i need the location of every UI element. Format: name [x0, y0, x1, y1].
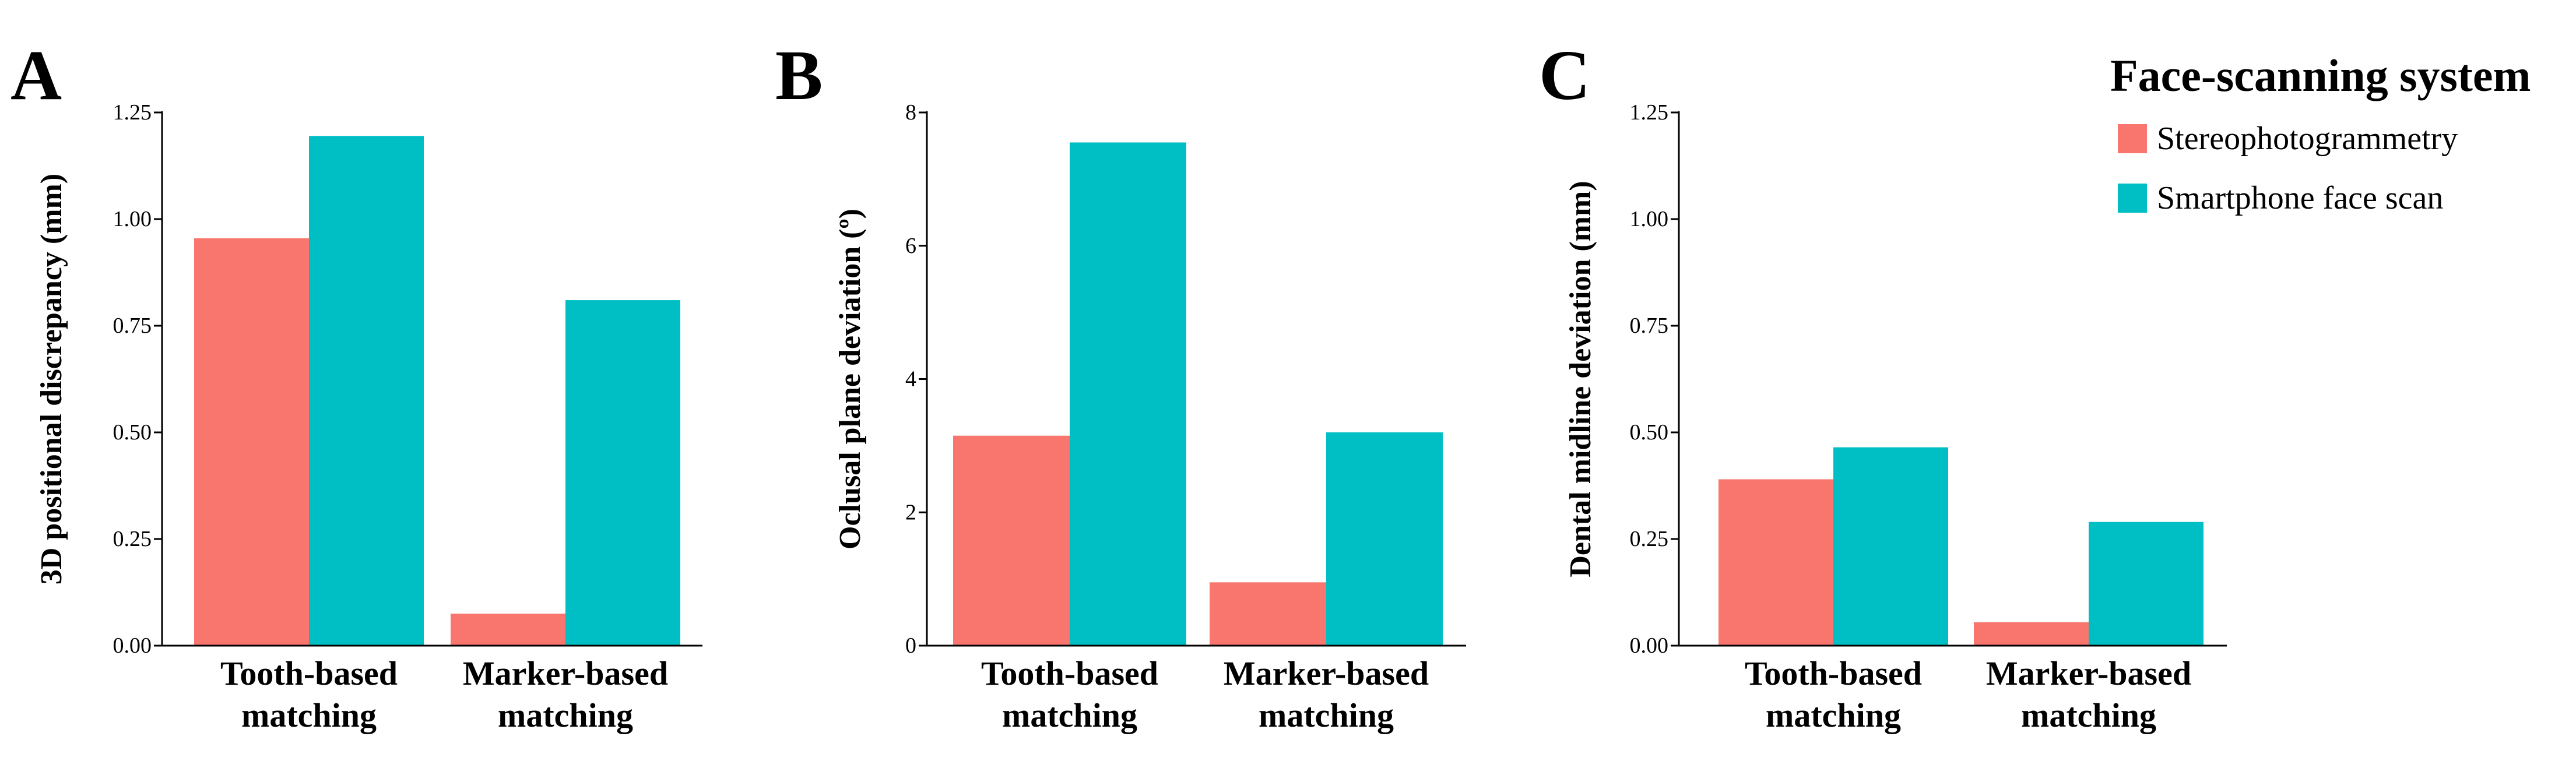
bar-smartphone-marker: [2089, 522, 2204, 646]
y-tick-label: 1.00: [1630, 207, 1669, 231]
y-tick-label: 2: [905, 500, 916, 524]
bar-stereophotogrammetry-tooth: [953, 435, 1070, 646]
y-tick-label: 6: [905, 234, 916, 258]
y-tick-label: 0.00: [1630, 633, 1669, 658]
y-axis-label: 3D positional discrepancy (mm): [35, 174, 68, 584]
x-tick-label: Tooth-based matching: [981, 654, 1158, 734]
panel-label: A: [10, 36, 62, 115]
bar-stereophotogrammetry-marker: [451, 614, 565, 646]
y-tick-label: 1.25: [1630, 100, 1669, 125]
panel-label: B: [775, 36, 823, 115]
bar-stereophotogrammetry-tooth: [1718, 479, 1833, 646]
bar-smartphone-tooth: [309, 136, 424, 646]
y-tick-label: 8: [905, 100, 916, 125]
bar-smartphone-marker: [1326, 432, 1443, 646]
legend-title: Face-scanning system: [2110, 50, 2531, 101]
bar-smartphone-marker: [565, 300, 680, 646]
y-axis-label: Oclusal plane deviation (º): [834, 209, 867, 549]
x-tick-label: Marker-based matching: [463, 654, 668, 734]
y-axis-label: Dental midline deviation (mm): [1564, 181, 1597, 577]
legend-swatch: [2118, 124, 2147, 153]
legend-label: Smartphone face scan: [2157, 180, 2443, 216]
y-tick-label: 0.75: [113, 313, 152, 338]
legend-swatch: [2118, 184, 2147, 213]
y-tick-label: 1.25: [113, 100, 152, 125]
panel-label: C: [1539, 36, 1590, 115]
bar-smartphone-tooth: [1070, 142, 1186, 646]
panel-c: 0.00 0.25 0.50 0.75 1.00 1.25 Tooth-based match…: [1539, 36, 2227, 734]
x-tick-label: Marker-based matching: [1224, 654, 1429, 734]
y-tick-label: 4: [905, 367, 916, 392]
legend: Face-scanning system Stereophotogrammetr…: [2110, 50, 2531, 216]
bar-stereophotogrammetry-marker: [1210, 582, 1326, 646]
panels: 0.00 0.25 0.50 0.75 1.00 1.25 Tooth-based match…: [10, 36, 2227, 734]
y-tick-label: 1.00: [113, 207, 152, 231]
y-tick-label: 0.00: [113, 633, 152, 658]
legend-items: Stereophotogrammetry Smartphone face scan: [2118, 121, 2458, 216]
y-tick-label: 0.50: [1630, 420, 1669, 445]
panel-b: 0 2 4 6 8 Tooth-based matching Marker-based matc…: [775, 36, 1466, 734]
bar-stereophotogrammetry-marker: [1974, 622, 2089, 646]
y-tick-label: 0: [905, 633, 916, 658]
y-tick-label: 0.25: [1630, 527, 1669, 551]
bar-stereophotogrammetry-tooth: [194, 238, 309, 646]
y-tick-label: 0.25: [113, 527, 152, 551]
y-tick-label: 0.75: [1630, 313, 1669, 338]
x-tick-label: Marker-based matching: [1986, 654, 2191, 734]
panel-a: 0.00 0.25 0.50 0.75 1.00 1.25 Tooth-based match…: [10, 36, 702, 734]
x-tick-label: Tooth-based matching: [1745, 654, 1922, 734]
bar-smartphone-tooth: [1833, 447, 1948, 646]
x-tick-label: Tooth-based matching: [220, 654, 398, 734]
legend-label: Stereophotogrammetry: [2157, 121, 2458, 157]
y-tick-label: 0.50: [113, 420, 152, 445]
